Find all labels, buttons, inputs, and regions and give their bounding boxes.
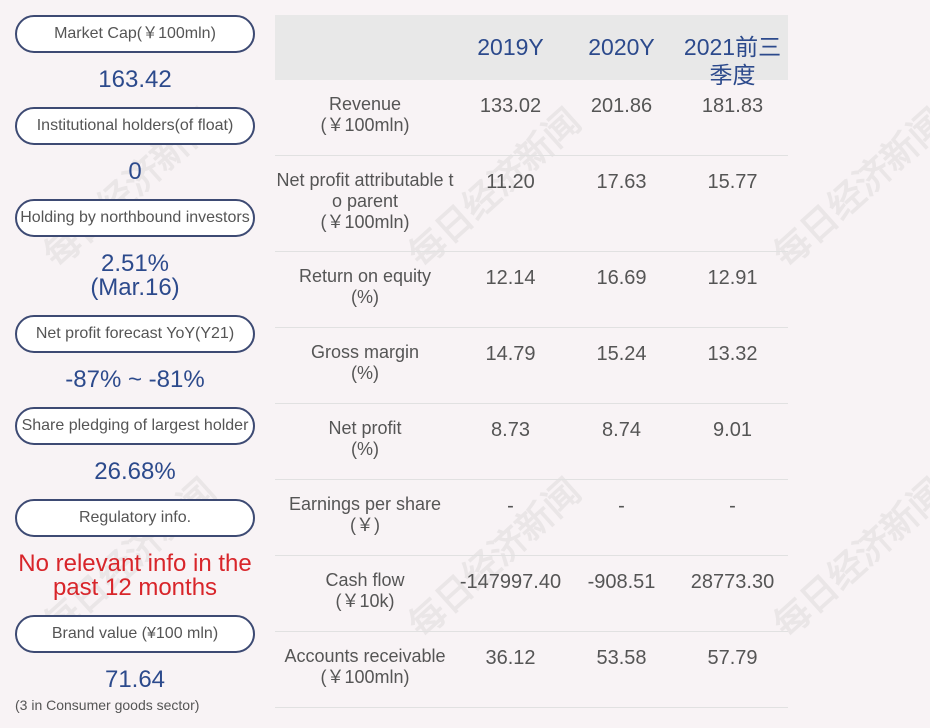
cell-2019: 11.20 <box>486 171 535 193</box>
regulatory-info-label: Regulatory info. <box>15 499 255 537</box>
row-label: Net profit attributable to parent (￥100ml… <box>276 170 454 232</box>
cell-2020: 53.58 <box>596 647 647 669</box>
cell-2020: -908.51 <box>587 571 656 593</box>
table-row: Accounts receivable (￥100mln) 36.12 53.58… <box>275 632 788 708</box>
cell-2021-q3: 181.83 <box>701 95 764 117</box>
row-label: Return on equity (%) <box>298 266 432 307</box>
northbound-holding-date: (Mar.16) <box>90 274 180 301</box>
brand-value-label: Brand value (¥100 mln) <box>15 615 255 653</box>
column-header-2020: 2020Y <box>588 34 655 60</box>
brand-value-note: (3 in Consumer goods sector) <box>15 697 200 713</box>
cell-2021-q3: 9.01 <box>713 419 752 441</box>
cell-2020: 8.74 <box>602 419 641 441</box>
table-row: Net profit (%) 8.73 8.74 9.01 <box>275 404 788 480</box>
cell-2019: 12.14 <box>485 267 536 289</box>
net-profit-forecast-label: Net profit forecast YoY(Y21) <box>15 315 255 353</box>
cell-2019: 36.12 <box>485 647 536 669</box>
cell-2021-q3: 28773.30 <box>690 571 775 593</box>
cell-2021-q3: 57.79 <box>707 647 758 669</box>
row-label: Net profit (%) <box>328 418 402 459</box>
column-header-2021-q3-line2: 季度 <box>709 62 756 88</box>
row-label: Earnings per share (￥) <box>288 494 442 535</box>
cell-2020: 201.86 <box>590 95 653 117</box>
row-label: Accounts receivable (￥100mln) <box>284 646 446 687</box>
column-header-2021-q3-line1: 2021前三 <box>683 34 782 60</box>
regulatory-info-value-line1: No relevant info in the <box>18 550 252 577</box>
cell-2020: 17.63 <box>596 171 647 193</box>
cell-2019: 133.02 <box>479 95 542 117</box>
row-label: Cash flow (￥10k) <box>325 570 405 611</box>
brand-value-value: 71.64 <box>104 666 166 693</box>
table-row: Return on equity (%) 12.14 16.69 12.91 <box>275 252 788 328</box>
table-row: Cash flow (￥10k) -147997.40 -908.51 28773… <box>275 556 788 632</box>
table-header: 2019Y 2020Y 2021前三 季度 <box>275 15 788 88</box>
share-pledging-label: Share pledging of largest holder <box>15 407 255 445</box>
cell-2020: 16.69 <box>596 267 647 289</box>
share-pledging-value: 26.68% <box>94 458 176 485</box>
financial-table: 2019Y 2020Y 2021前三 季度 Revenue (￥100mln) 1… <box>275 15 788 708</box>
regulatory-info-value-line2: past 12 months <box>52 574 218 601</box>
market-cap-label: Market Cap(￥100mln) <box>15 15 255 53</box>
table-row: Gross margin (%) 14.79 15.24 13.32 <box>275 328 788 404</box>
cell-2019: - <box>507 495 514 517</box>
institutional-holders-label: Institutional holders(of float) <box>15 107 255 145</box>
cell-2020: - <box>618 495 625 517</box>
table-row: Revenue (￥100mln) 133.02 201.86 181.83 <box>275 80 788 156</box>
cell-2021-q3: 12.91 <box>707 267 758 289</box>
cell-2021-q3: - <box>729 495 736 517</box>
table-row: Net profit attributable to parent (￥100ml… <box>275 156 788 252</box>
institutional-holders-value: 0 <box>128 158 142 185</box>
key-metrics-sidebar: Market Cap(￥100mln) 163.42 Institutional… <box>0 0 270 728</box>
northbound-holding-label: Holding by northbound investors <box>15 199 255 237</box>
market-cap-value: 163.42 <box>98 66 172 93</box>
row-label: Gross margin (%) <box>310 342 420 383</box>
cell-2019: -147997.40 <box>459 571 562 593</box>
column-header-2019: 2019Y <box>477 34 544 60</box>
northbound-holding-value: 2.51% <box>100 250 170 277</box>
cell-2021-q3: 13.32 <box>707 343 758 365</box>
cell-2020: 15.24 <box>596 343 647 365</box>
column-header-2021-q3: 2021前三 季度 <box>677 33 788 89</box>
cell-2021-q3: 15.77 <box>707 171 758 193</box>
row-label: Revenue (￥100mln) <box>320 94 410 135</box>
cell-2019: 8.73 <box>491 419 530 441</box>
table-row: Earnings per share (￥) - - - <box>275 480 788 556</box>
net-profit-forecast-value: -87% ~ -81% <box>65 366 205 393</box>
cell-2019: 14.79 <box>485 343 536 365</box>
